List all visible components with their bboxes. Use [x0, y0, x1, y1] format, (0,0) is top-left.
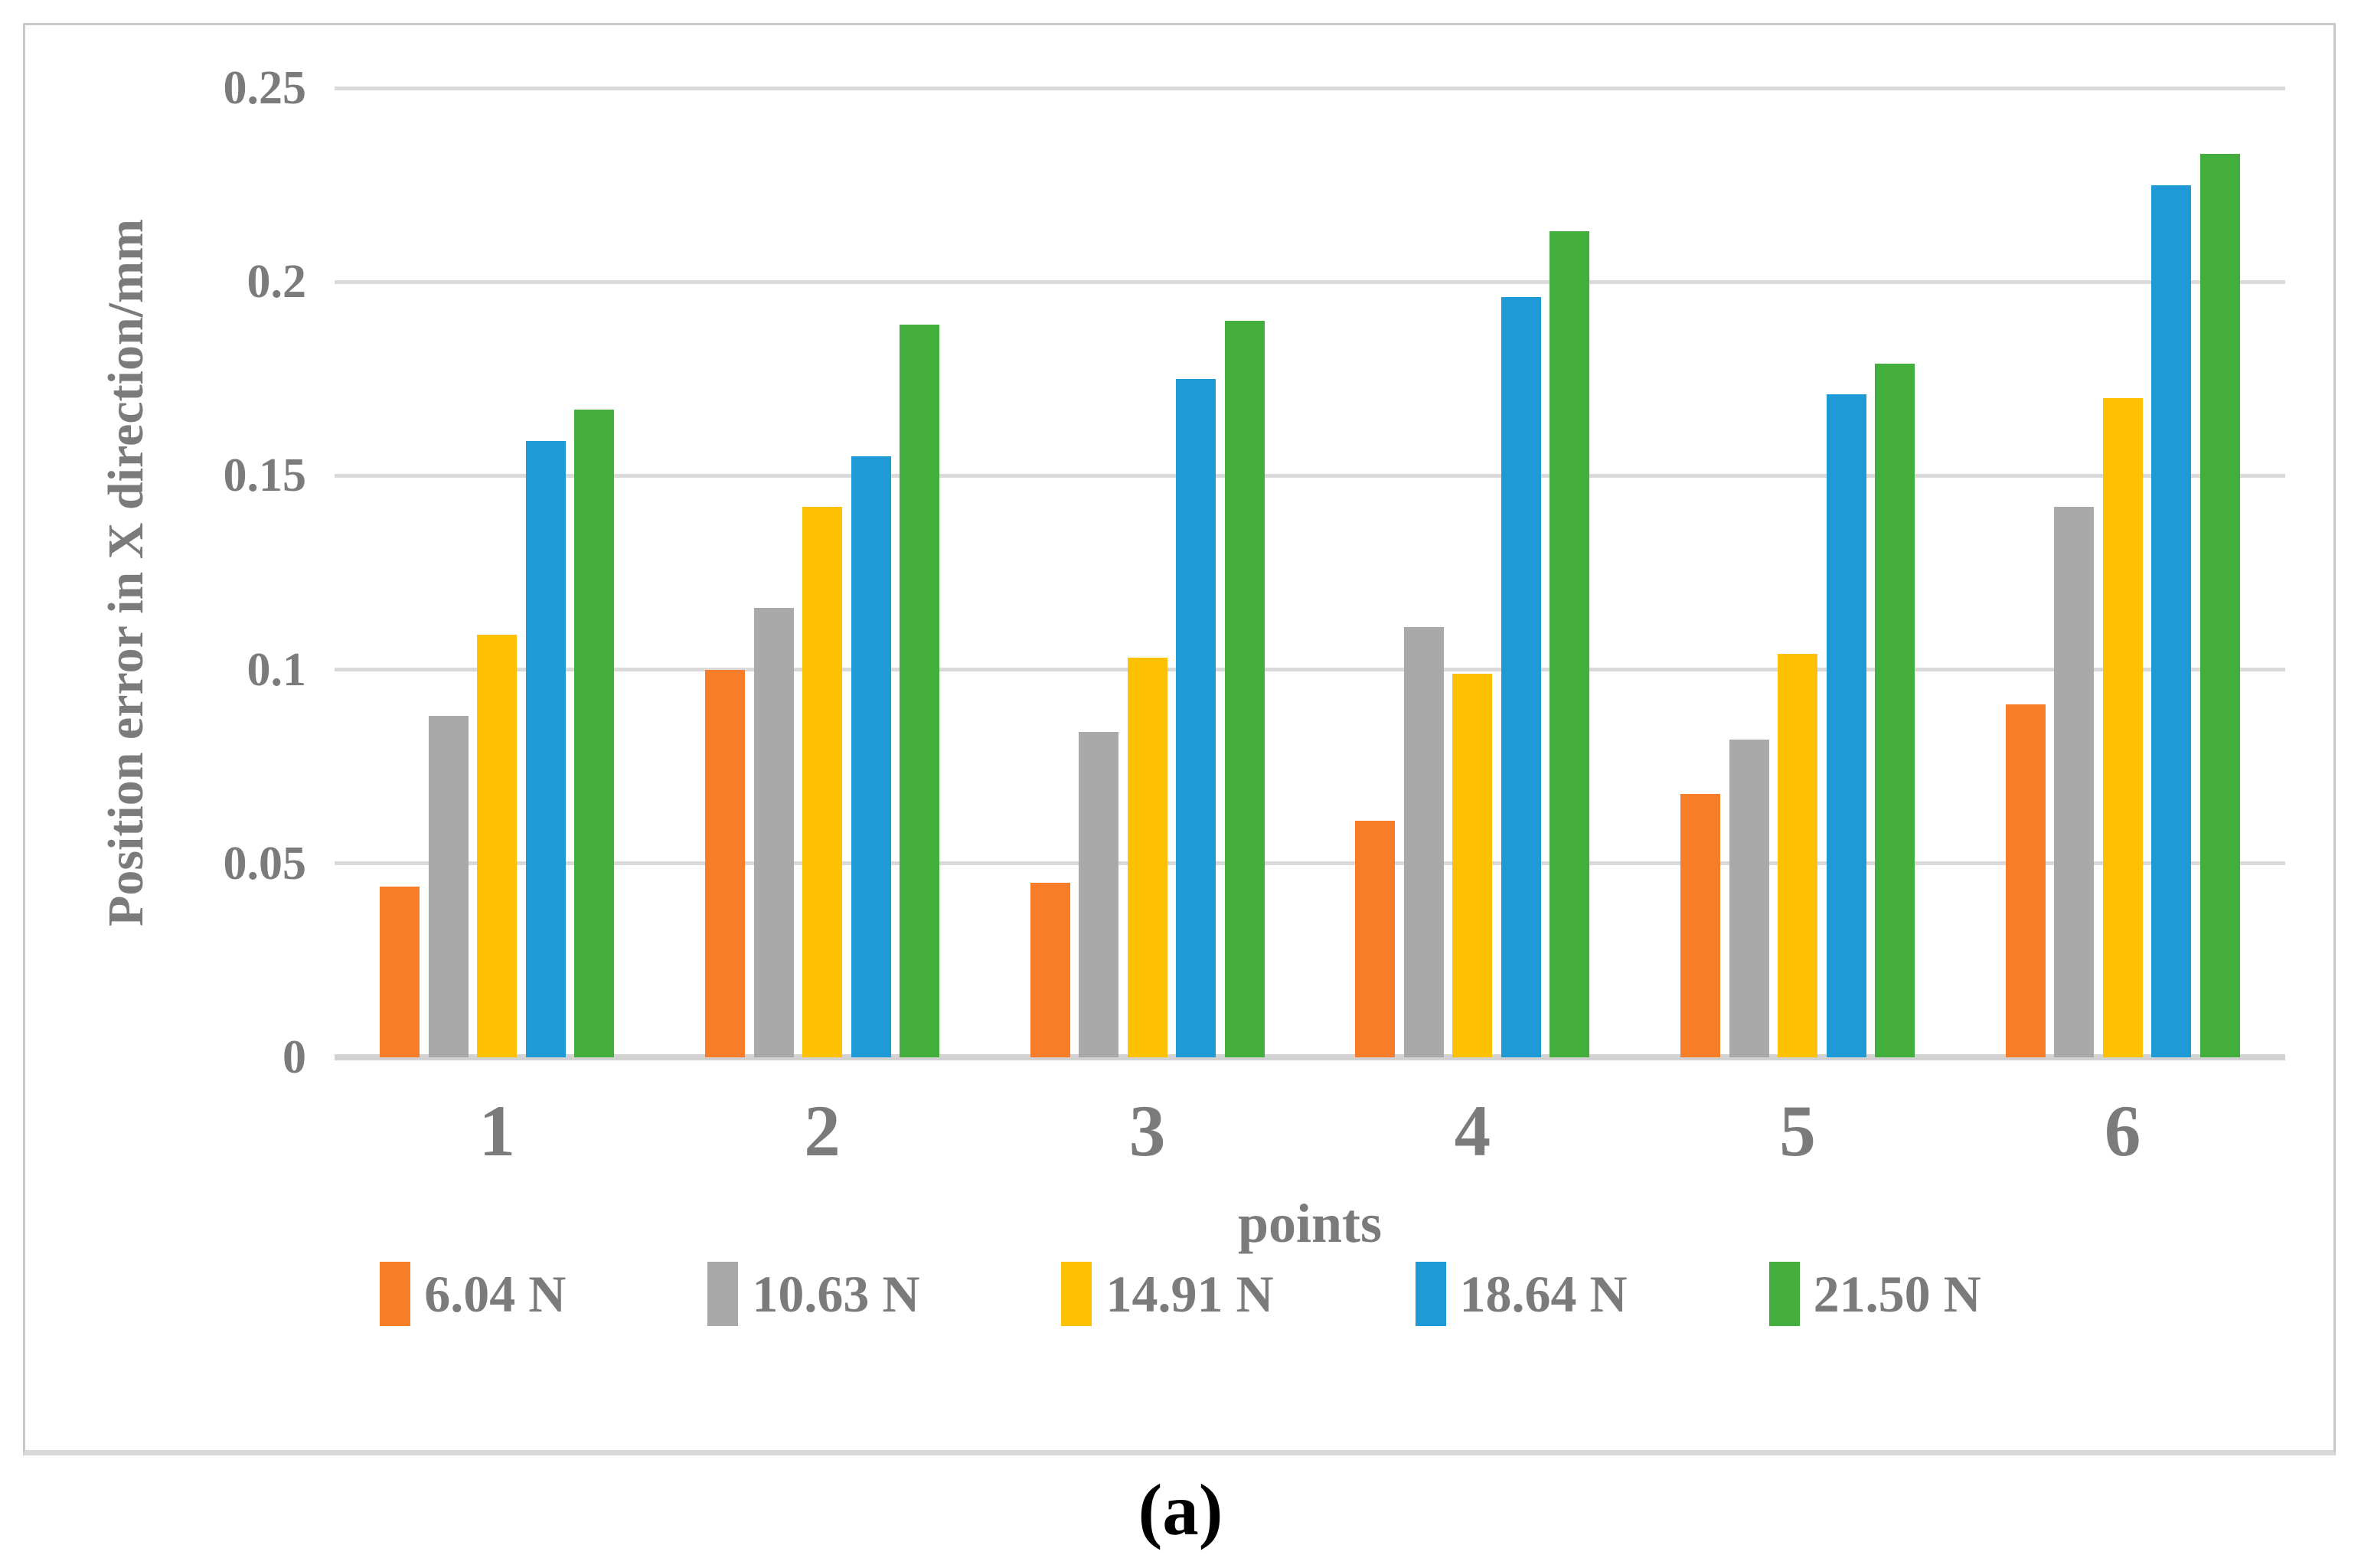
bar-14.91N-point2: [802, 506, 842, 1057]
x-axis-tick-label: 5: [1779, 1090, 1816, 1171]
bar-6.04N-point1: [380, 887, 420, 1057]
legend-swatch-icon: [380, 1262, 411, 1326]
x-axis-baseline: [335, 1054, 2285, 1060]
legend-label: 14.91 N: [1105, 1265, 1274, 1323]
legend-label: 21.50 N: [1813, 1265, 1981, 1323]
y-axis-tick-label: 0.15: [223, 449, 307, 502]
bar-21.50N-point6: [2199, 154, 2240, 1057]
bar-6.04N-point5: [1680, 793, 1720, 1057]
bar-10.63N-point2: [753, 607, 794, 1057]
bar-14.91N-point6: [2102, 398, 2143, 1057]
bar-18.64N-point3: [1176, 378, 1216, 1057]
x-axis-tick-label: 1: [478, 1090, 516, 1171]
legend-item: 14.91 N: [1061, 1262, 1274, 1326]
gridline: [335, 473, 2285, 478]
bar-10.63N-point6: [2054, 506, 2095, 1057]
bar-18.64N-point6: [2151, 185, 2192, 1057]
bar-6.04N-point4: [1355, 821, 1396, 1057]
bar-6.04N-point3: [1030, 883, 1070, 1057]
bar-18.64N-point1: [525, 440, 566, 1057]
bar-14.91N-point3: [1127, 658, 1167, 1057]
bar-18.64N-point4: [1501, 297, 1541, 1057]
x-axis-tick-label: 3: [1128, 1090, 1166, 1171]
legend-swatch-icon: [1768, 1262, 1800, 1326]
y-axis-tick-label: 0.25: [223, 62, 307, 114]
x-axis-title: points: [1237, 1193, 1383, 1254]
gridline: [335, 279, 2285, 284]
legend-label: 10.63 N: [752, 1265, 920, 1323]
y-axis-tick-label: 0.05: [223, 837, 307, 890]
figure-caption: (a): [1138, 1469, 1223, 1550]
legend-swatch-icon: [1061, 1262, 1092, 1326]
gridline: [335, 668, 2285, 672]
bar-18.64N-point2: [851, 456, 891, 1057]
bar-21.50N-point5: [1875, 363, 1915, 1057]
bar-10.63N-point1: [428, 716, 469, 1057]
y-axis-tick-label: 0.2: [247, 256, 307, 309]
legend-swatch-icon: [1415, 1262, 1446, 1326]
bar-21.50N-point3: [1224, 320, 1265, 1057]
y-axis-title: Position error in X direction/mm: [98, 219, 154, 926]
legend: 6.04 N 10.63 N 14.91 N 18.64 N 21.50 N: [0, 1262, 2361, 1326]
bar-10.63N-point4: [1403, 626, 1444, 1057]
legend-item: 10.63 N: [707, 1262, 919, 1326]
bar-21.50N-point1: [574, 410, 615, 1057]
gridline: [335, 86, 2285, 90]
bar-10.63N-point5: [1729, 739, 1769, 1057]
legend-label: 18.64 N: [1459, 1265, 1628, 1323]
x-axis-tick-label: 6: [2104, 1090, 2141, 1171]
y-axis-tick-label: 0: [282, 1031, 306, 1083]
y-axis-tick-label: 0.1: [247, 643, 307, 696]
gridline: [335, 861, 2285, 866]
bar-21.50N-point4: [1550, 231, 1590, 1057]
legend-swatch-icon: [707, 1262, 739, 1326]
bar-14.91N-point1: [477, 635, 518, 1057]
x-axis-tick-label: 4: [1454, 1090, 1491, 1171]
legend-label: 6.04 N: [424, 1265, 567, 1323]
plot-area: [335, 86, 2285, 1060]
legend-item: 18.64 N: [1415, 1262, 1628, 1326]
bar-6.04N-point6: [2005, 704, 2046, 1057]
bar-18.64N-point5: [1826, 394, 1866, 1057]
bar-10.63N-point3: [1079, 731, 1119, 1057]
legend-item: 21.50 N: [1768, 1262, 1981, 1326]
bar-21.50N-point2: [900, 324, 939, 1057]
bar-14.91N-point5: [1778, 654, 1817, 1057]
legend-item: 6.04 N: [380, 1262, 566, 1326]
bar-14.91N-point4: [1452, 673, 1493, 1057]
bar-6.04N-point2: [705, 669, 745, 1057]
x-axis-tick-label: 2: [804, 1090, 841, 1171]
